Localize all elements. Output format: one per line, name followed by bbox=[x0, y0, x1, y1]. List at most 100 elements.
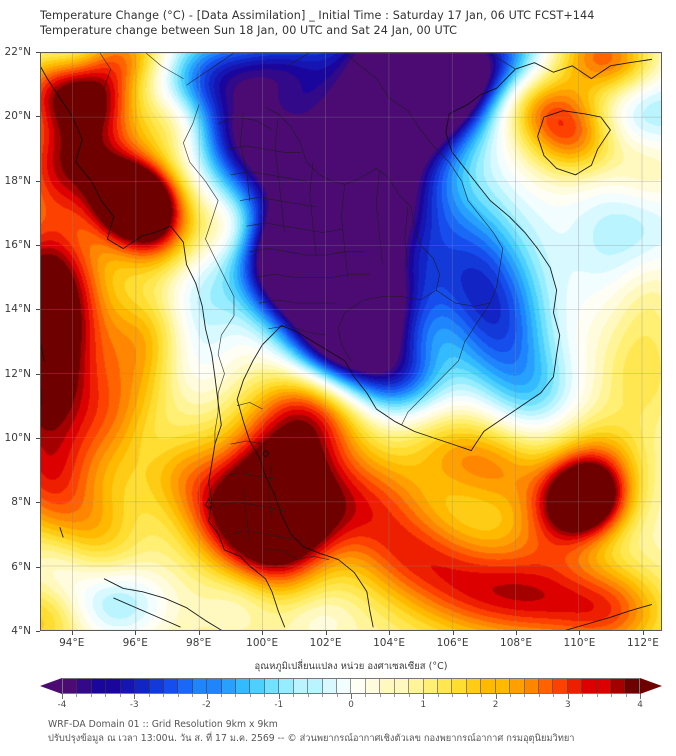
colorbar-minor-tick bbox=[365, 694, 367, 697]
colorbar-segment bbox=[236, 679, 251, 693]
colorbar-minor-tick bbox=[307, 694, 309, 697]
colorbar[interactable]: -4 -3 -2 -1 0 1 2 3 4 bbox=[40, 676, 662, 710]
colorbar-minor-tick bbox=[235, 694, 237, 697]
colorbar-segment bbox=[293, 679, 309, 693]
colorbar-minor-tick bbox=[192, 694, 194, 697]
map-figure: 94°E 96°E 98°E 100°E 102°E 104°E 106°E 108°E 110… bbox=[5, 46, 662, 649]
y-tick bbox=[36, 438, 40, 439]
colorbar-segment bbox=[264, 679, 280, 693]
x-axis-label: 94°E bbox=[59, 637, 85, 649]
colorbar-low-extend-arrow bbox=[40, 678, 62, 694]
colorbar-minor-tick bbox=[538, 694, 540, 697]
y-axis-label: 20°N bbox=[4, 110, 31, 123]
colorbar-tick-label: 3 bbox=[564, 700, 571, 710]
colorbar-segment bbox=[149, 679, 164, 693]
colorbar-tick-label: -1 bbox=[274, 700, 284, 710]
colorbar-segment bbox=[192, 679, 208, 693]
colorbar-major-tick bbox=[62, 694, 63, 699]
colorbar-tick-label: 1 bbox=[420, 700, 427, 710]
colorbar-block: อุณหภูมิเปลี่ยนแปลง หน่วย องศาเซลเซียส (… bbox=[40, 660, 662, 710]
colorbar-segment bbox=[106, 679, 121, 693]
colorbar-segment bbox=[423, 679, 438, 693]
colorbar-minor-tick bbox=[452, 694, 454, 697]
colorbar-segment bbox=[582, 679, 597, 693]
colorbar-minor-tick bbox=[119, 694, 121, 697]
y-tick bbox=[36, 502, 40, 504]
colorbar-segment bbox=[553, 679, 568, 693]
y-tick bbox=[36, 631, 40, 632]
colorbar-minor-tick bbox=[90, 694, 92, 697]
colorbar-segment bbox=[510, 679, 525, 693]
colorbar-minor-tick bbox=[163, 694, 165, 697]
colorbar-major-tick bbox=[423, 694, 425, 699]
colorbar-segment bbox=[351, 679, 366, 693]
colorbar-major-tick bbox=[278, 694, 280, 699]
colorbar-tick-label: 0 bbox=[348, 700, 354, 710]
x-axis-label: 112°E bbox=[626, 637, 659, 649]
colorbar-segment bbox=[250, 679, 265, 693]
colorbar-major-tick bbox=[206, 694, 208, 699]
colorbar-minor-tick bbox=[408, 694, 410, 697]
colorbar-segment bbox=[409, 679, 424, 693]
colorbar-gradient-strip bbox=[62, 678, 640, 694]
x-axis-label: 98°E bbox=[186, 637, 212, 649]
colorbar-tick-label: 2 bbox=[492, 700, 499, 710]
x-tick bbox=[198, 631, 200, 635]
footer-attribution: ปรับปรุงข้อมูล ณ เวลา 13:00น. วัน ส. ที่… bbox=[48, 732, 575, 744]
footer-block: WRF-DA Domain 01 :: Grid Resolution 9km … bbox=[48, 718, 668, 745]
y-axis-label: 22°N bbox=[4, 46, 31, 58]
colorbar-tick-label: -3 bbox=[129, 700, 139, 710]
colorbar-minor-tick bbox=[394, 694, 396, 697]
colorbar-tick-label: -2 bbox=[202, 700, 211, 710]
colorbar-segment bbox=[524, 679, 539, 693]
y-tick bbox=[36, 116, 40, 118]
map-plot-area[interactable] bbox=[40, 52, 662, 631]
x-tick bbox=[135, 631, 137, 635]
colorbar-tick-label: -4 bbox=[57, 700, 67, 710]
y-tick bbox=[36, 566, 40, 568]
colorbar-minor-tick bbox=[509, 694, 511, 697]
colorbar-segment bbox=[221, 679, 237, 693]
colorbar-minor-tick bbox=[264, 694, 266, 697]
colorbar-minor-tick bbox=[596, 694, 598, 697]
colorbar-minor-tick bbox=[625, 694, 627, 697]
colorbar-minor-tick bbox=[249, 694, 251, 697]
y-tick bbox=[36, 245, 40, 246]
colorbar-minor-tick bbox=[379, 694, 381, 697]
colorbar-segment bbox=[452, 679, 467, 693]
x-tick bbox=[452, 631, 454, 635]
x-tick bbox=[71, 631, 73, 635]
colorbar-segment bbox=[308, 679, 323, 693]
colorbar-segment bbox=[495, 679, 511, 693]
y-axis-label: 8°N bbox=[11, 496, 31, 509]
chart-title-block: Temperature Change (°C) - [Data Assimila… bbox=[40, 8, 660, 38]
colorbar-segment bbox=[135, 679, 150, 693]
y-tick bbox=[36, 373, 40, 375]
colorbar-minor-tick bbox=[177, 694, 179, 697]
y-axis-label: 18°N bbox=[4, 174, 31, 187]
colorbar-segment bbox=[380, 679, 395, 693]
y-axis-label: 16°N bbox=[4, 239, 31, 251]
y-axis-label: 4°N bbox=[11, 625, 31, 637]
colorbar-segment bbox=[77, 679, 92, 693]
colorbar-major-tick bbox=[495, 694, 497, 699]
colorbar-tick-label: 4 bbox=[637, 700, 643, 710]
colorbar-segment bbox=[481, 679, 496, 693]
x-axis-label: 110°E bbox=[563, 637, 596, 649]
colorbar-segment bbox=[178, 679, 193, 693]
colorbar-tickmarks bbox=[62, 694, 641, 699]
colorbar-minor-tick bbox=[220, 694, 222, 697]
chart-title-line-1: Temperature Change (°C) - [Data Assimila… bbox=[40, 9, 595, 22]
colorbar-segment bbox=[365, 679, 381, 693]
colorbar-segment bbox=[596, 679, 612, 693]
temperature-anomaly-field bbox=[41, 53, 661, 630]
colorbar-segment bbox=[120, 679, 136, 693]
y-tick bbox=[36, 52, 40, 53]
colorbar-major-tick bbox=[640, 694, 641, 699]
colorbar-segment bbox=[567, 679, 583, 693]
x-axis-label: 108°E bbox=[500, 637, 532, 649]
colorbar-minor-tick bbox=[466, 694, 468, 697]
colorbar-minor-tick bbox=[105, 694, 107, 697]
y-axis-label: 10°N bbox=[4, 432, 31, 444]
colorbar-segment bbox=[91, 679, 107, 693]
